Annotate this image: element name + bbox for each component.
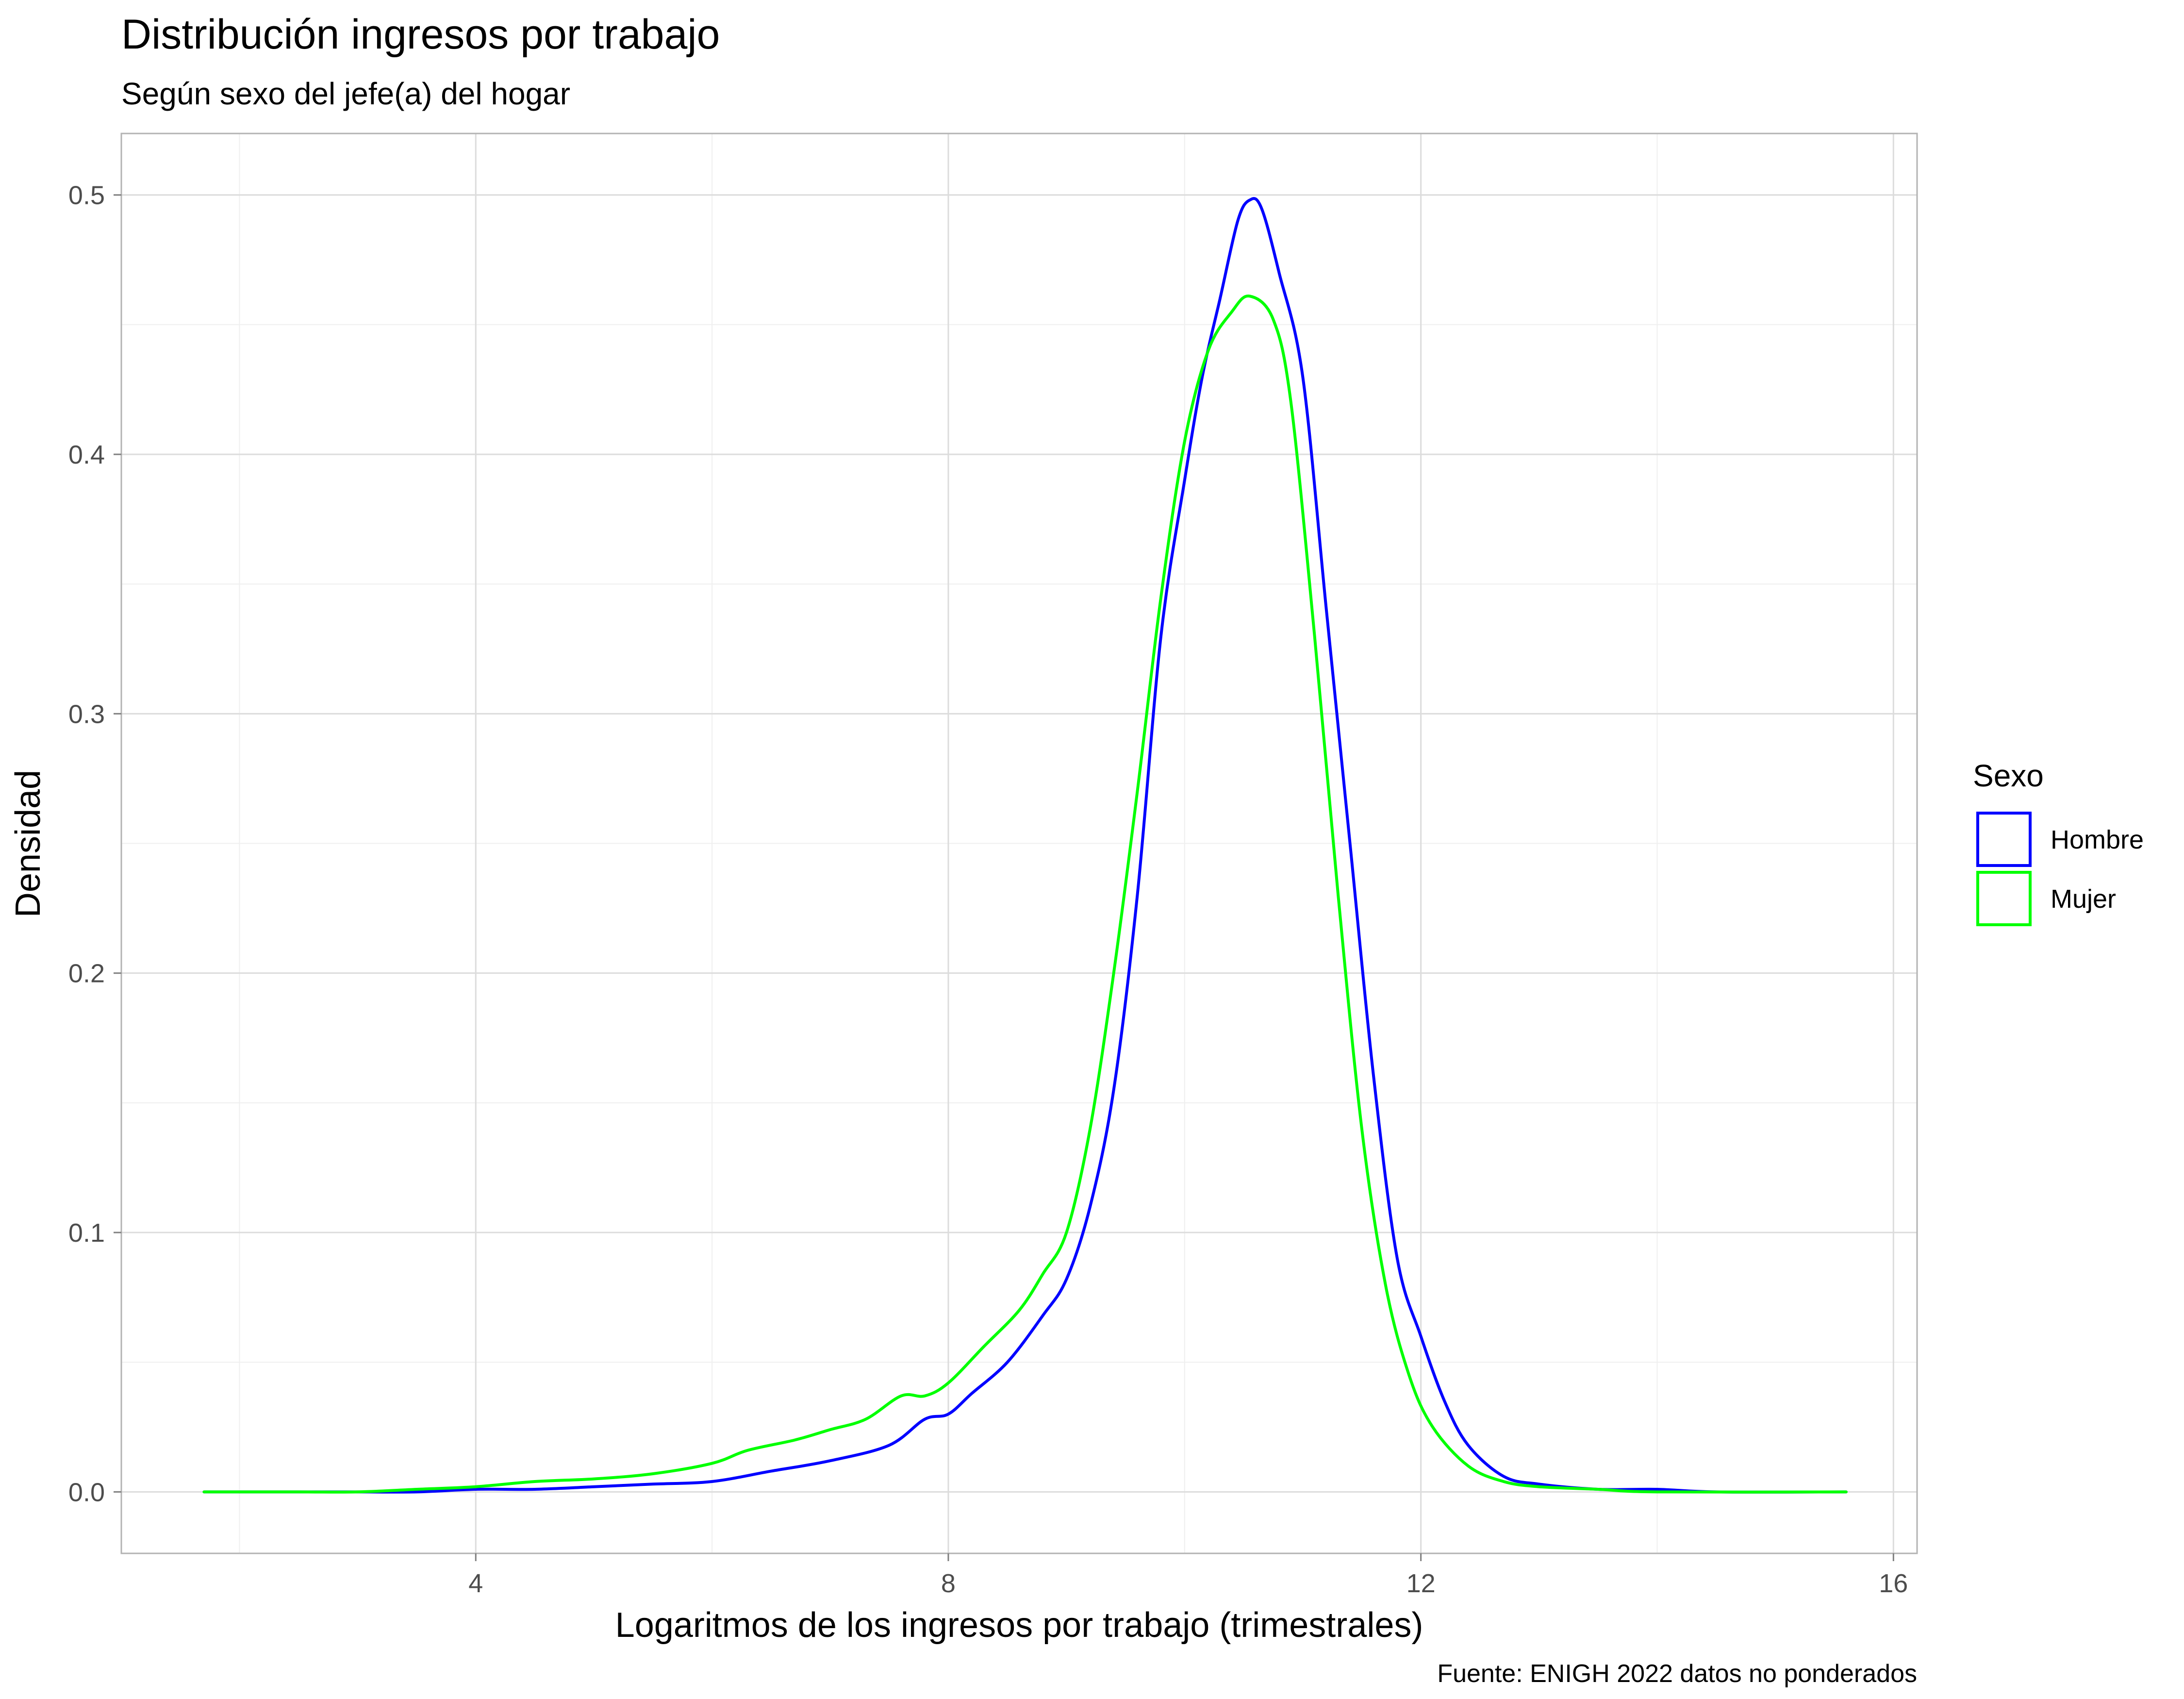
y-tick-label: 0.3 <box>68 700 105 729</box>
series-line-mujer <box>202 294 1848 1494</box>
y-axis-title: Densidad <box>9 770 48 917</box>
legend-label-mujer: Mujer <box>2051 884 2116 914</box>
legend-key-hombre <box>1976 812 2032 867</box>
legend: Hombre Mujer <box>1976 812 2144 926</box>
y-tick-label: 0.0 <box>68 1478 105 1507</box>
x-tick-label: 16 <box>1879 1569 1908 1598</box>
series-lines <box>202 197 1848 1494</box>
legend-key-mujer <box>1976 871 2032 926</box>
x-tick-label: 12 <box>1406 1569 1436 1598</box>
y-tick-label: 0.5 <box>68 181 105 210</box>
chart-caption: Fuente: ENIGH 2022 datos no ponderados <box>1437 1660 1917 1688</box>
legend-title: Sexo <box>1973 758 2044 793</box>
series-line-hombre <box>202 197 1848 1494</box>
y-tick-label: 0.1 <box>68 1218 105 1248</box>
axis-ticks: 4 8 12 16 0.0 0.1 0.2 0.3 0.4 0.5 <box>68 181 1908 1598</box>
x-tick-label: 8 <box>941 1569 956 1598</box>
chart-subtitle: Según sexo del jefe(a) del hogar <box>121 76 570 111</box>
chart-title: Distribución ingresos por trabajo <box>121 11 720 58</box>
gridlines <box>121 133 1917 1553</box>
x-axis-title: Logaritmos de los ingresos por trabajo (… <box>615 1606 1423 1645</box>
plot-panel <box>120 133 1918 1554</box>
legend-label-hombre: Hombre <box>2051 825 2144 854</box>
x-tick-label: 4 <box>468 1569 483 1598</box>
y-tick-label: 0.4 <box>68 440 105 469</box>
y-tick-label: 0.2 <box>68 959 105 988</box>
